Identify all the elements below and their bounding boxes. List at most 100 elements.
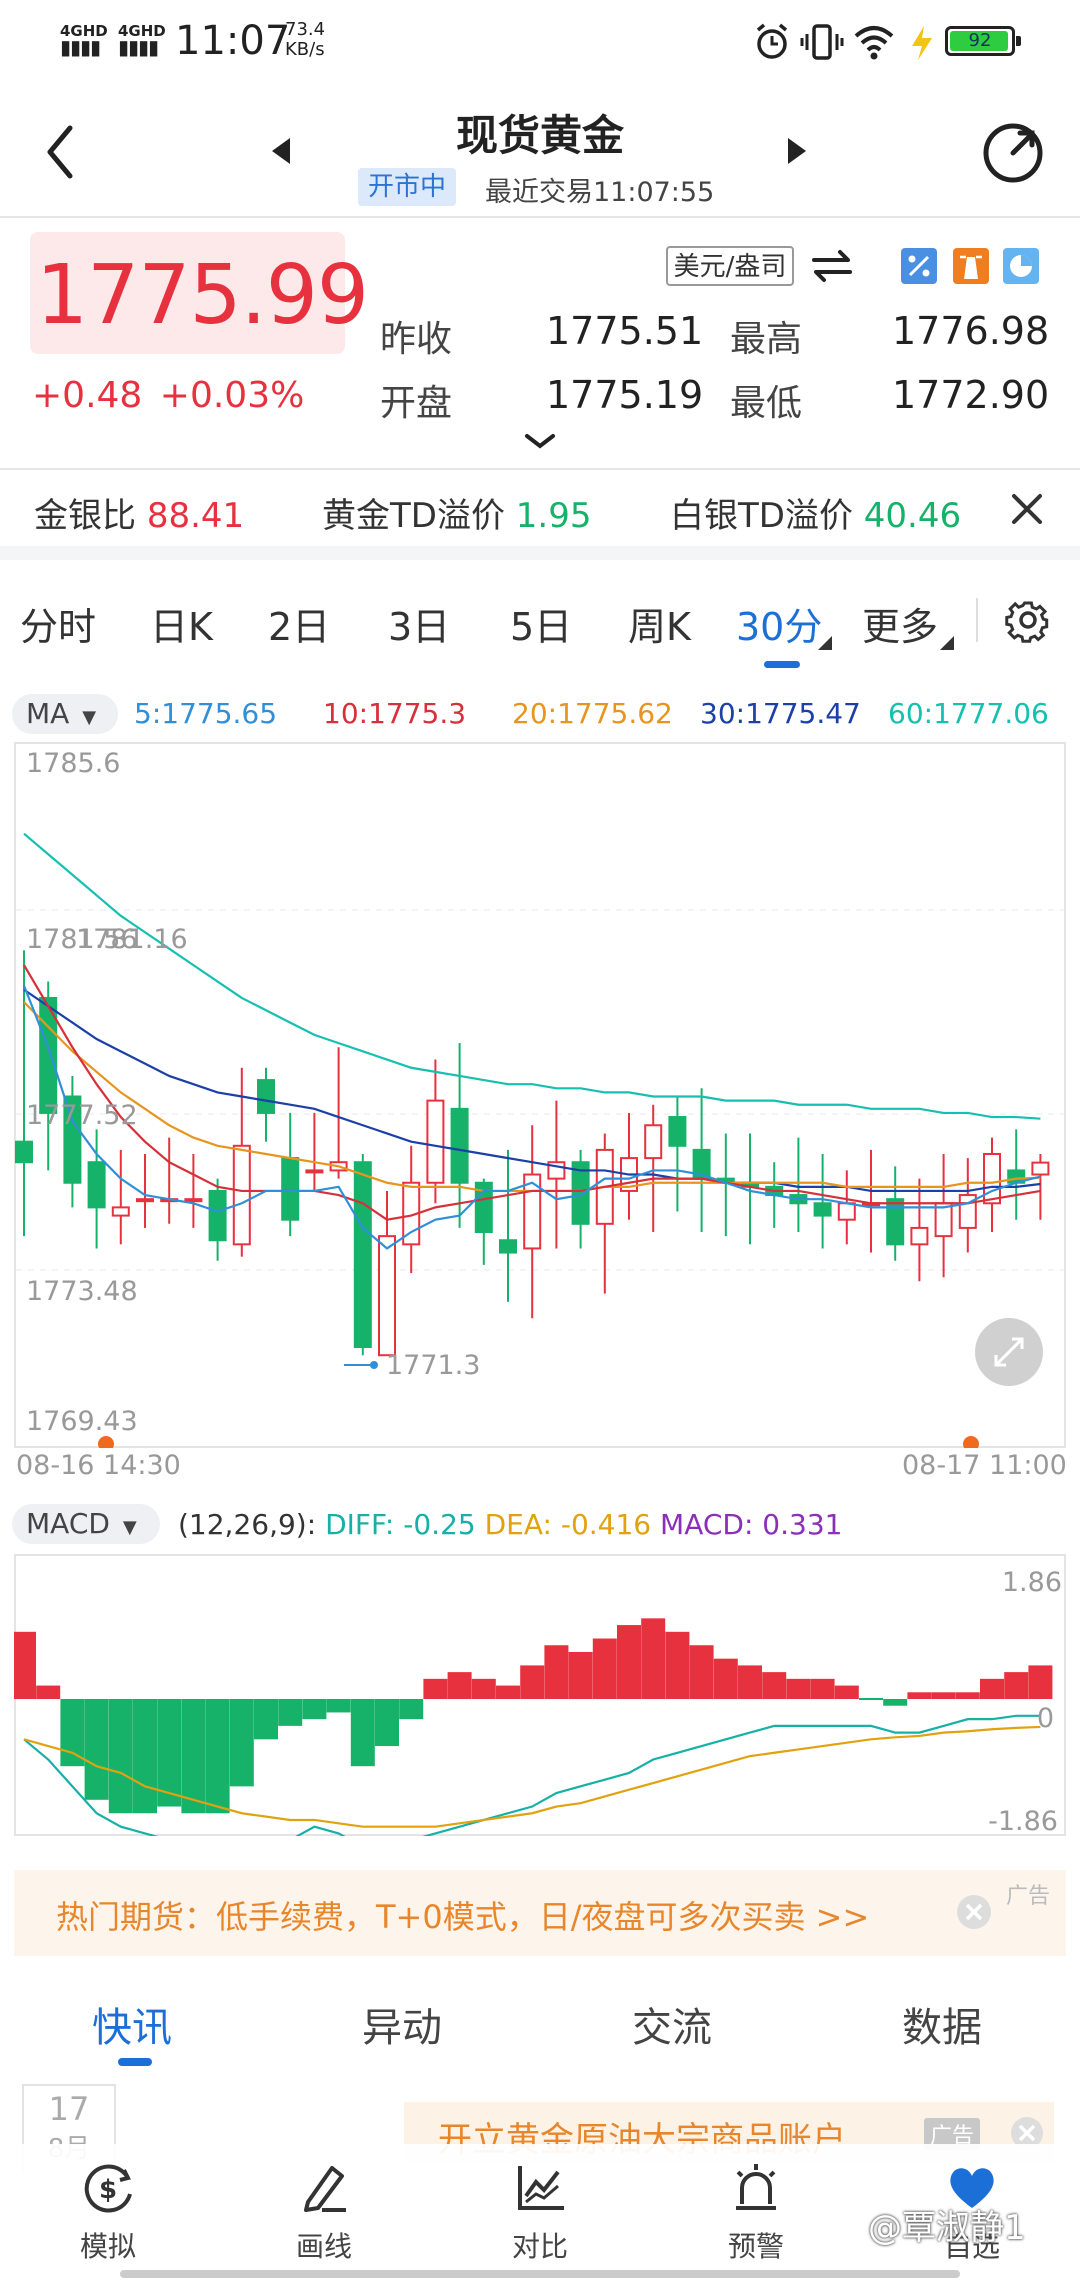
high-value: 1776.98 <box>892 309 1050 353</box>
tab-weekly-k[interactable]: 周K <box>628 605 691 649</box>
macd-bar <box>60 1699 85 1767</box>
news-tab-discussion[interactable]: 交流 <box>632 2005 712 2051</box>
swap-icon[interactable] <box>810 246 854 286</box>
macd-bar <box>520 1665 545 1699</box>
back-icon[interactable] <box>40 122 80 182</box>
ad-banner[interactable]: 热门期货：低手续费，T+0模式，日/夜盘可多次买卖 >> 广告 <box>14 1870 1066 1956</box>
macd-bar <box>810 1678 835 1699</box>
macd-bar <box>254 1699 278 1740</box>
expand-chevron-icon[interactable] <box>524 432 556 450</box>
refresh-icon[interactable] <box>980 120 1046 186</box>
tab-3day[interactable]: 3日 <box>388 605 451 649</box>
macd-bar <box>229 1699 254 1787</box>
nav-compare-label[interactable]: 对比 <box>511 2230 568 2263</box>
prev-icon[interactable] <box>270 136 294 166</box>
macd-dea: DEA: -0.416 <box>484 1508 652 1541</box>
macd-chart[interactable]: 1.86 0 -1.86 <box>14 1554 1066 1836</box>
lighthouse-icon[interactable] <box>952 247 990 285</box>
price-change: +0.48 +0.03% <box>32 375 304 416</box>
x-axis-start-label: 08-16 14:30 <box>16 1450 181 1481</box>
macd-bar <box>471 1678 496 1699</box>
battery-level: 92 <box>968 30 992 51</box>
macd-bar <box>108 1699 133 1814</box>
close-icon[interactable] <box>1010 492 1044 526</box>
unit-selector[interactable]: 美元/盎司 <box>666 246 794 286</box>
tab-intraday[interactable]: 分时 <box>20 605 97 649</box>
silver-td-label: 白银TD溢价 <box>670 496 853 536</box>
dropdown-corner-icon <box>940 636 954 650</box>
tab-30min[interactable]: 30分 <box>736 605 823 649</box>
ma30-value: 30:1775.47 <box>700 697 861 730</box>
macd-bar <box>689 1645 714 1699</box>
news-date-day: 17 <box>48 2090 90 2128</box>
nav-simulate[interactable]: $ <box>48 2160 168 2220</box>
percent-icon[interactable] <box>900 247 938 285</box>
macd-bar <box>665 1631 690 1699</box>
ma5-line <box>22 985 1041 1250</box>
candle <box>450 1107 469 1184</box>
nav-alert-label[interactable]: 预警 <box>727 2230 784 2263</box>
news-tab-flash[interactable]: 快讯 <box>92 2005 172 2051</box>
ma10-value: 10:1775.3 <box>323 697 467 730</box>
pie-chart-icon[interactable] <box>1002 247 1040 285</box>
network-label-2: 4GHD <box>118 22 166 40</box>
nav-favorites-label[interactable]: 自选 <box>943 2230 1000 2263</box>
macd-bar <box>375 1699 399 1747</box>
gold-td-label: 黄金TD溢价 <box>322 496 505 536</box>
y-axis-mid2-label: 1777.52 <box>26 1100 138 1131</box>
candle <box>184 1198 203 1203</box>
ma5-value: 5:1775.65 <box>134 697 278 730</box>
candle <box>813 1202 832 1217</box>
nav-compare[interactable] <box>480 2160 600 2220</box>
tab-daily-k[interactable]: 日K <box>150 605 213 649</box>
macd-bar <box>399 1699 424 1720</box>
nav-favorites[interactable] <box>912 2160 1032 2220</box>
macd-bar <box>278 1699 303 1726</box>
next-icon[interactable] <box>784 136 808 166</box>
nav-draw[interactable] <box>264 2160 384 2220</box>
macd-bar <box>447 1672 472 1699</box>
tab-more[interactable]: 更多 <box>862 605 939 649</box>
macd-selector-label: MACD <box>26 1507 110 1540</box>
macd-bar <box>133 1699 157 1814</box>
nav-alert[interactable] <box>696 2160 816 2220</box>
nav-simulate-label[interactable]: 模拟 <box>79 2230 136 2263</box>
y-axis-bottom-label: 1769.43 <box>26 1406 138 1437</box>
tab-2day[interactable]: 2日 <box>268 605 331 649</box>
ma60-line <box>23 832 1041 1120</box>
candle <box>983 1152 1001 1205</box>
ma20-value: 20:1775.62 <box>512 697 673 730</box>
news-tab-indicator <box>118 2058 152 2066</box>
candle <box>353 1161 372 1348</box>
news-tab-movement[interactable]: 异动 <box>362 2005 442 2051</box>
tab-5day[interactable]: 5日 <box>510 605 573 649</box>
ad-banner-text: 热门期货：低手续费，T+0模式，日/夜盘可多次买卖 >> <box>56 1898 870 1936</box>
candle <box>305 1169 324 1174</box>
candle <box>426 1099 445 1184</box>
silver-td-premium: 白银TD溢价 40.46 <box>670 488 961 537</box>
event-marker[interactable] <box>963 1436 979 1448</box>
news-tab-data[interactable]: 数据 <box>902 2005 982 2051</box>
vibrate-icon <box>800 24 844 60</box>
macd-bar <box>592 1638 617 1699</box>
ma-selector[interactable]: MA ▼ <box>12 694 118 734</box>
settings-gear-icon[interactable] <box>1004 596 1052 644</box>
close-news-ad-icon[interactable] <box>1010 2116 1044 2150</box>
candle <box>208 1189 227 1242</box>
x-axis-end-label: 08-17 11:00 <box>902 1450 1067 1481</box>
candlestick-chart[interactable]: 1785.6 1781.56 1781.16 1777.52 1773.48 1… <box>14 742 1066 1448</box>
macd-bar <box>786 1678 811 1699</box>
candle <box>87 1161 106 1209</box>
signal-icon: 4GHD ▮▮▮▮ <box>118 22 166 59</box>
nav-draw-label[interactable]: 画线 <box>295 2230 352 2263</box>
macd-bar <box>181 1699 206 1814</box>
signal-icon: 4GHD ▮▮▮▮ <box>60 22 108 59</box>
macd-bar <box>1028 1665 1053 1699</box>
candle <box>499 1239 517 1254</box>
macd-selector[interactable]: MACD ▼ <box>12 1504 160 1544</box>
macd-axis-zero: 0 <box>1037 1703 1054 1734</box>
macd-bar <box>14 1631 36 1699</box>
close-ad-icon[interactable] <box>956 1894 992 1930</box>
expand-icon <box>994 1337 1024 1367</box>
event-marker[interactable] <box>98 1436 114 1448</box>
